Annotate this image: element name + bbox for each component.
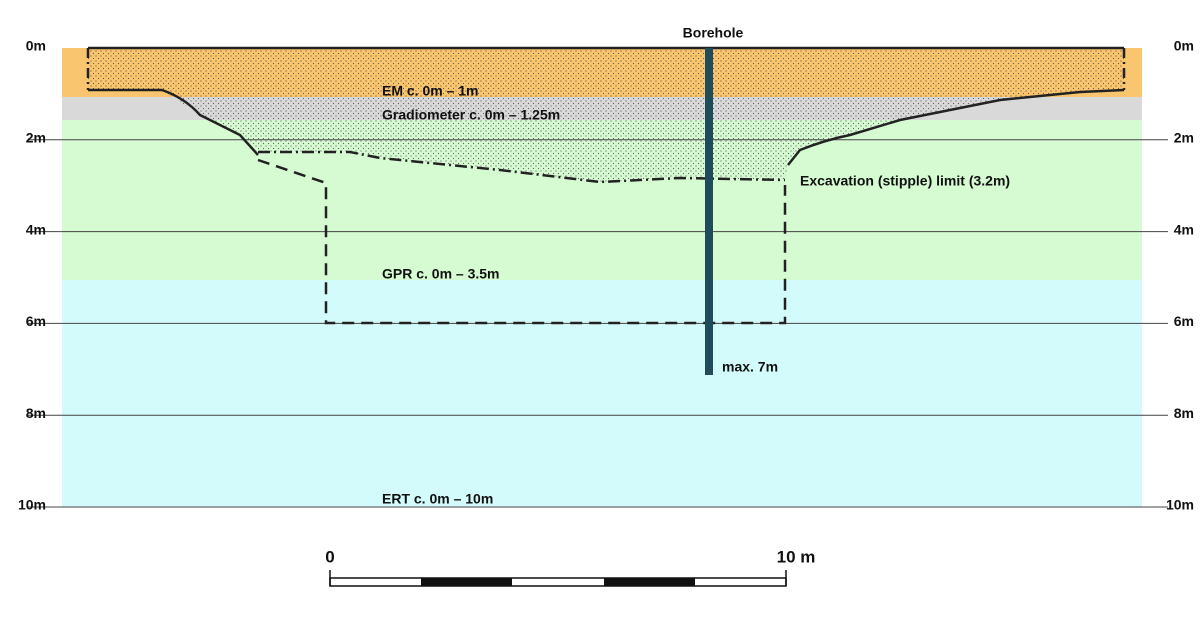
- depth-label-left: 4m: [26, 221, 46, 237]
- borehole-max: max. 7m: [722, 359, 778, 375]
- excavation-label: Excavation (stipple) limit (3.2m): [800, 173, 1010, 189]
- depth-label-left: 6m: [26, 313, 46, 329]
- depth-label-right: 10m: [1166, 497, 1194, 513]
- ert-label: ERT c. 0m – 10m: [382, 491, 493, 507]
- depth-label-right: 4m: [1174, 221, 1194, 237]
- depth-label-right: 2m: [1174, 130, 1194, 146]
- scale-segment: [421, 578, 512, 586]
- em-label: EM c. 0m – 1m: [382, 83, 479, 99]
- scale-segment: [604, 578, 695, 586]
- gpr-label: GPR c. 0m – 3.5m: [382, 266, 500, 282]
- excavation-limit: [258, 150, 786, 184]
- stipple-fill: [88, 48, 1124, 182]
- depth-label-right: 8m: [1174, 405, 1194, 421]
- scale-start: 0: [325, 547, 334, 566]
- ert-band: [62, 280, 1142, 507]
- scale-frame: [329, 577, 787, 587]
- borehole-label: Borehole: [683, 25, 744, 41]
- depth-label-left: 8m: [26, 405, 46, 421]
- gpr-limit: [257, 158, 787, 325]
- depth-label-left: 10m: [18, 497, 46, 513]
- pit-profile: [88, 88, 1125, 166]
- depth-label-left: 0m: [26, 38, 46, 54]
- depth-label-right: 6m: [1174, 313, 1194, 329]
- scale-bar: 0 10 m: [325, 547, 816, 587]
- gradiometer-label: Gradiometer c. 0m – 1.25m: [382, 107, 560, 123]
- scale-end: 10 m: [777, 547, 816, 566]
- depth-label-right: 0m: [1174, 38, 1194, 54]
- depth-label-left: 2m: [26, 130, 46, 146]
- excavation-side: [86, 48, 1126, 90]
